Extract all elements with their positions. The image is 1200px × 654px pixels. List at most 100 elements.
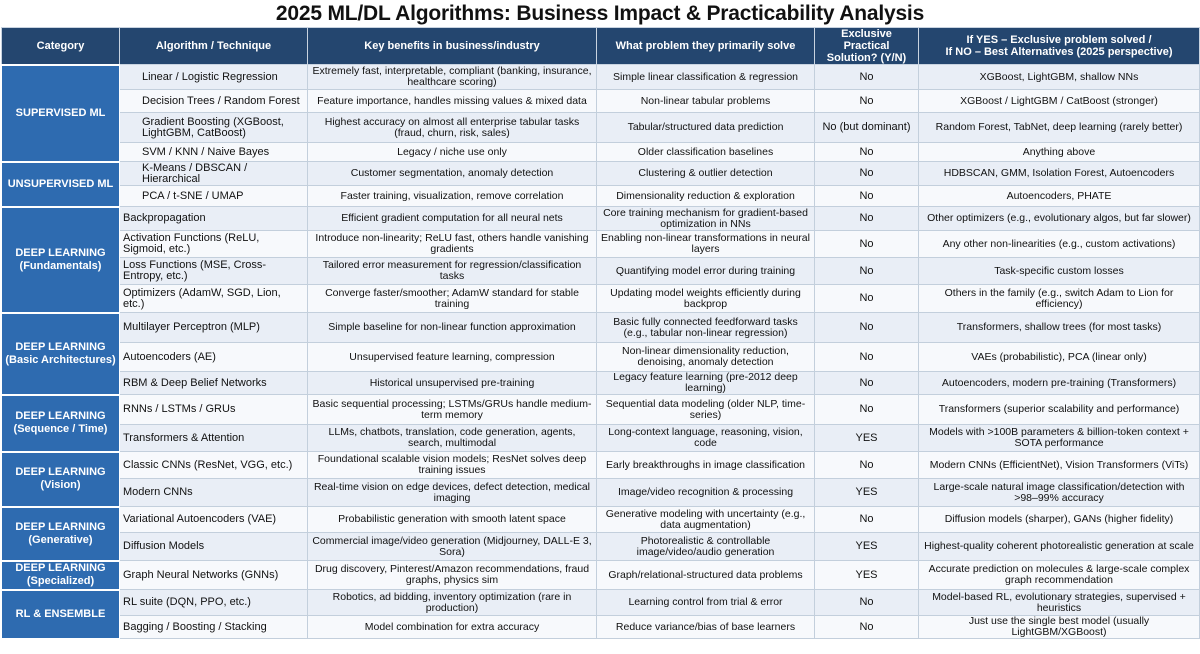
exclusive-cell: No [814,206,919,231]
category-cell: DEEP LEARNING (Specialized) [1,559,120,591]
exclusive-cell: No [814,342,919,372]
alternatives-cell: Random Forest, TabNet, deep learning (ra… [918,112,1200,143]
header-algorithm: Algorithm / Technique [119,27,308,65]
table-row: Bagging / Boosting / Stacking Model combi… [2,615,1200,639]
algorithm-cell: Graph Neural Networks (GNNs) [119,560,308,590]
exclusive-cell: No [814,589,919,616]
problem-cell: Non-linear tabular problems [596,89,815,113]
exclusive-cell: No [814,284,919,313]
alternatives-cell: Any other non-linearities (e.g., custom … [918,230,1200,258]
problem-cell: Sequential data modeling (older NLP, tim… [596,394,815,425]
problem-cell: Updating model weights efficiently durin… [596,284,815,313]
problem-cell: Simple linear classification & regressio… [596,64,815,90]
alternatives-cell: Modern CNNs (EfficientNet), Vision Trans… [918,451,1200,479]
exclusive-cell: No [814,64,919,90]
benefits-cell: Feature importance, handles missing valu… [307,89,597,113]
header-alternatives: If YES – Exclusive problem solved / If NO… [918,27,1200,65]
table-row: DEEP LEARNING (Vision) Classic CNNs (ResNe… [1,450,1200,508]
exclusive-cell: No [814,451,919,479]
table-row: DEEP LEARNING (Generative) Variational Aut… [1,505,1200,562]
table-body: SUPERVISED ML Linear / Logistic Regressio… [1,63,1200,640]
table-row: Loss Functions (MSE, Cross-Entropy, etc.… [2,257,1200,285]
header-problem: What problem they primarily solve [596,27,815,65]
exclusive-cell: YES [814,560,919,590]
category-cell: SUPERVISED ML [1,63,120,163]
exclusive-cell: No [814,371,919,395]
page-title: 2025 ML/DL Algorithms: Business Impact &… [275,2,925,25]
benefits-cell: Model combination for extra accuracy [307,615,597,639]
problem-cell: Image/video recognition & processing [596,478,815,507]
alternatives-cell: HDBSCAN, GMM, Isolation Forest, Autoenco… [918,161,1200,186]
benefits-cell: Faster training, visualization, remove c… [307,185,597,207]
alternatives-cell: Others in the family (e.g., switch Adam … [918,284,1200,313]
problem-cell: Enabling non-linear transformations in n… [596,230,815,258]
problem-cell: Long-context language, reasoning, vision… [596,424,815,452]
category-cell: DEEP LEARNING (Sequence / Time) [1,393,120,453]
alternatives-cell: Accurate prediction on molecules & large… [918,560,1200,590]
alternatives-cell: Just use the single best model (usually … [918,615,1200,639]
table-row: DEEP LEARNING (Specialized) Graph Neural N… [1,559,1200,591]
alternatives-cell: Anything above [918,142,1200,162]
alternatives-cell: Large-scale natural image classification… [918,478,1200,507]
exclusive-cell: No [814,185,919,207]
algorithm-cell: K-Means / DBSCAN / Hierarchical [119,161,308,186]
problem-cell: Quantifying model error during training [596,257,815,285]
algorithm-cell: RBM & Deep Belief Networks [119,371,308,395]
benefits-cell: Tailored error measurement for regressio… [307,257,597,285]
benefits-cell: Efficient gradient computation for all n… [307,206,597,231]
problem-cell: Tabular/structured data prediction [596,112,815,143]
algorithm-cell: Multilayer Perceptron (MLP) [119,312,308,343]
exclusive-cell: No [814,506,919,533]
exclusive-cell: No [814,230,919,258]
table-row: Optimizers (AdamW, SGD, Lion, etc.) Conve… [2,284,1200,313]
problem-cell: Older classification baselines [596,142,815,162]
algorithm-cell: Activation Functions (ReLU, Sigmoid, etc… [119,230,308,258]
category-cell: DEEP LEARNING (Generative) [1,505,120,562]
exclusive-cell: No [814,257,919,285]
category-cell: RL & ENSEMBLE [1,588,120,640]
problem-cell: Learning control from trial & error [596,589,815,616]
benefits-cell: Customer segmentation, anomaly detection [307,161,597,186]
benefits-cell: Basic sequential processing; LSTMs/GRUs … [307,394,597,425]
alternatives-cell: Autoencoders, modern pre-training (Trans… [918,371,1200,395]
benefits-cell: Highest accuracy on almost all enterpris… [307,112,597,143]
problem-cell: Graph/relational-structured data problem… [596,560,815,590]
table-row: DEEP LEARNING (Sequence / Time) RNNs / LST… [1,393,1200,453]
table-row: RL & ENSEMBLE RL suite (DQN, PPO, etc.) Ro… [1,588,1200,640]
alternatives-cell: XGBoost, LightGBM, shallow NNs [918,64,1200,90]
category-cell: DEEP LEARNING (Basic Architectures) [1,311,120,396]
problem-cell: Non-linear dimensionality reduction, den… [596,342,815,372]
alternatives-cell: Highest-quality coherent photorealistic … [918,532,1200,561]
problem-cell: Generative modeling with uncertainty (e.… [596,506,815,533]
table-row: SUPERVISED ML Linear / Logistic Regressio… [1,63,1200,163]
algorithm-cell: Optimizers (AdamW, SGD, Lion, etc.) [119,284,308,313]
benefits-cell: Converge faster/smoother; AdamW standard… [307,284,597,313]
alternatives-cell: VAEs (probabilistic), PCA (linear only) [918,342,1200,372]
benefits-cell: Introduce non-linearity; ReLU fast, othe… [307,230,597,258]
table-row: Decision Trees / Random Forest Feature im… [2,89,1200,113]
table-row: DEEP LEARNING (Fundamentals) Backpropagati… [1,205,1200,314]
header-row: Category Algorithm / Technique Key benef… [1,27,1200,65]
benefits-cell: LLMs, chatbots, translation, code genera… [307,424,597,452]
algorithm-cell: Gradient Boosting (XGBoost, LightGBM, Ca… [119,112,308,143]
alternatives-cell: Transformers (superior scalability and p… [918,394,1200,425]
algorithm-cell: RNNs / LSTMs / GRUs [119,394,308,425]
problem-cell: Dimensionality reduction & exploration [596,185,815,207]
alternatives-cell: Diffusion models (sharper), GANs (higher… [918,506,1200,533]
algorithm-cell: SVM / KNN / Naive Bayes [119,142,308,162]
benefits-cell: Historical unsupervised pre-training [307,371,597,395]
exclusive-cell: No [814,161,919,186]
benefits-cell: Commercial image/video generation (Midjo… [307,532,597,561]
alternatives-cell: Autoencoders, PHATE [918,185,1200,207]
exclusive-cell: No (but dominant) [814,112,919,143]
exclusive-cell: YES [814,424,919,452]
table-row: PCA / t-SNE / UMAP Faster training, visua… [2,185,1200,207]
problem-cell: Photorealistic & controllable image/vide… [596,532,815,561]
algorithm-cell: Bagging / Boosting / Stacking [119,615,308,639]
table-row: SVM / KNN / Naive Bayes Legacy / niche us… [2,142,1200,162]
table-row: Diffusion Models Commercial image/video g… [2,532,1200,561]
alternatives-cell: Model-based RL, evolutionary strategies,… [918,589,1200,616]
table-row: Gradient Boosting (XGBoost, LightGBM, Ca… [2,112,1200,143]
table-row: DEEP LEARNING (Basic Architectures) Multil… [1,311,1200,396]
benefits-cell: Drug discovery, Pinterest/Amazon recomme… [307,560,597,590]
